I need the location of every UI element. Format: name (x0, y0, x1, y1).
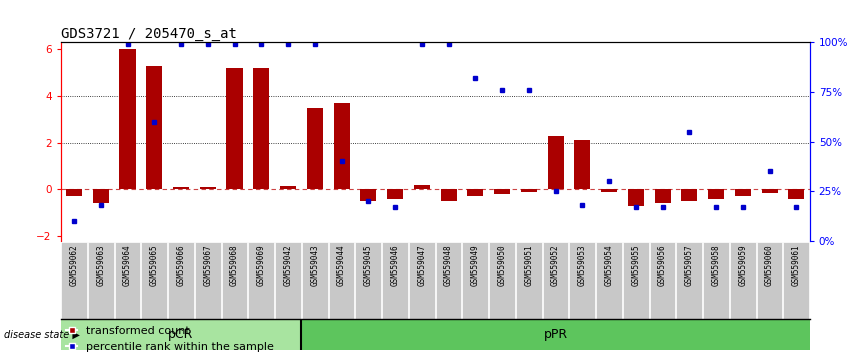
Text: GSM559044: GSM559044 (337, 245, 346, 286)
FancyBboxPatch shape (141, 242, 167, 319)
Bar (468, 189, 483, 196)
Text: GSM559049: GSM559049 (471, 245, 480, 286)
Text: GSM559054: GSM559054 (604, 245, 613, 286)
Bar (146, 66, 162, 189)
Text: GSM559058: GSM559058 (712, 245, 721, 286)
FancyBboxPatch shape (382, 242, 408, 319)
FancyBboxPatch shape (222, 242, 248, 319)
FancyBboxPatch shape (676, 242, 702, 319)
FancyBboxPatch shape (516, 242, 541, 319)
Text: GSM559047: GSM559047 (417, 245, 426, 286)
FancyBboxPatch shape (436, 242, 462, 319)
FancyBboxPatch shape (730, 242, 756, 319)
FancyBboxPatch shape (596, 242, 622, 319)
FancyBboxPatch shape (543, 242, 568, 319)
Bar (66, 189, 82, 196)
FancyBboxPatch shape (650, 242, 675, 319)
Text: GSM559060: GSM559060 (765, 245, 774, 286)
Text: GSM559052: GSM559052 (551, 245, 560, 286)
FancyBboxPatch shape (249, 242, 275, 319)
FancyBboxPatch shape (462, 242, 488, 319)
Text: GSM559059: GSM559059 (739, 245, 747, 286)
Text: GSM559057: GSM559057 (685, 245, 694, 286)
Text: disease state ▶: disease state ▶ (4, 330, 81, 339)
Text: GSM559056: GSM559056 (658, 245, 667, 286)
Text: GSM559061: GSM559061 (792, 245, 801, 286)
Bar (301, 319, 810, 350)
FancyBboxPatch shape (195, 242, 221, 319)
Bar (761, 189, 778, 193)
Bar (61, 319, 301, 350)
Bar (708, 189, 724, 199)
Text: GSM559055: GSM559055 (631, 245, 640, 286)
Text: GSM559051: GSM559051 (524, 245, 533, 286)
Bar (574, 141, 591, 189)
Text: pCR: pCR (168, 328, 194, 341)
Bar (547, 136, 564, 189)
Bar (414, 185, 430, 189)
Bar (601, 189, 617, 192)
Text: GSM559050: GSM559050 (498, 245, 507, 286)
Bar (494, 189, 510, 194)
FancyBboxPatch shape (302, 242, 327, 319)
Bar (520, 189, 537, 192)
Text: GSM559063: GSM559063 (96, 245, 106, 286)
FancyBboxPatch shape (703, 242, 729, 319)
Text: GDS3721 / 205470_s_at: GDS3721 / 205470_s_at (61, 28, 236, 41)
Bar (441, 189, 456, 201)
Bar (387, 189, 403, 199)
Text: GSM559045: GSM559045 (364, 245, 372, 286)
Text: GSM559069: GSM559069 (257, 245, 266, 286)
FancyBboxPatch shape (489, 242, 515, 319)
FancyBboxPatch shape (168, 242, 194, 319)
FancyBboxPatch shape (623, 242, 649, 319)
FancyBboxPatch shape (275, 242, 301, 319)
Bar (253, 68, 269, 189)
Bar (360, 189, 377, 201)
FancyBboxPatch shape (114, 242, 140, 319)
FancyBboxPatch shape (61, 242, 87, 319)
Text: GSM559064: GSM559064 (123, 245, 132, 286)
Text: GSM559053: GSM559053 (578, 245, 587, 286)
FancyBboxPatch shape (784, 242, 809, 319)
Bar (307, 108, 323, 189)
Legend: transformed count, percentile rank within the sample: transformed count, percentile rank withi… (66, 326, 274, 352)
Bar (200, 187, 216, 189)
Bar (93, 189, 109, 204)
Bar (173, 187, 189, 189)
Text: GSM559065: GSM559065 (150, 245, 158, 286)
Bar (682, 189, 697, 201)
Bar (280, 186, 296, 189)
FancyBboxPatch shape (355, 242, 381, 319)
Bar (227, 68, 242, 189)
FancyBboxPatch shape (88, 242, 113, 319)
Text: GSM559046: GSM559046 (391, 245, 399, 286)
Text: pPR: pPR (544, 328, 567, 341)
Bar (120, 50, 135, 189)
Text: GSM559067: GSM559067 (204, 245, 212, 286)
Bar (333, 103, 350, 189)
Bar (655, 189, 670, 204)
FancyBboxPatch shape (757, 242, 782, 319)
Text: GSM559048: GSM559048 (444, 245, 453, 286)
Bar (788, 189, 805, 199)
Bar (628, 189, 643, 206)
Text: GSM559042: GSM559042 (283, 245, 293, 286)
FancyBboxPatch shape (409, 242, 435, 319)
Bar (734, 189, 751, 196)
Text: GSM559062: GSM559062 (69, 245, 79, 286)
Text: GSM559043: GSM559043 (310, 245, 320, 286)
FancyBboxPatch shape (329, 242, 354, 319)
FancyBboxPatch shape (570, 242, 595, 319)
Text: GSM559068: GSM559068 (230, 245, 239, 286)
Text: GSM559066: GSM559066 (177, 245, 185, 286)
